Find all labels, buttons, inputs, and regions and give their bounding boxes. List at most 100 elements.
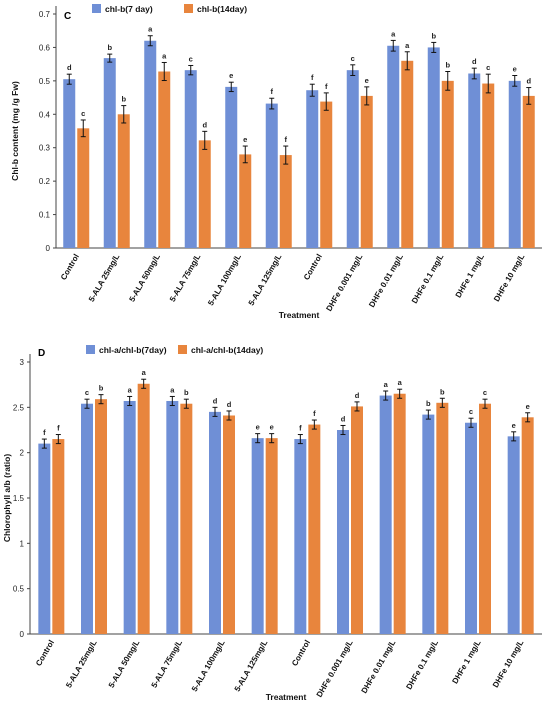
chart-panel-d: 0 0.5 1 1.5 2 2.5 3 Chlorophyll a/b (ratio) D chl… [2, 345, 542, 702]
y-tick-label: 0.1 [39, 211, 51, 220]
significance-letter: c [81, 109, 85, 118]
significance-letter: b [184, 388, 189, 397]
x-tick-label: 5-ALA 75mg/L [150, 638, 185, 689]
significance-letter: f [311, 73, 314, 82]
significance-letter: d [355, 391, 360, 400]
bar [441, 80, 454, 248]
bar [427, 47, 440, 248]
significance-letter: f [57, 424, 60, 433]
bar [465, 422, 477, 634]
significance-letter: e [513, 65, 517, 74]
y-tick-label: 1 [20, 539, 25, 548]
significance-letter: d [341, 414, 346, 423]
bar [52, 439, 65, 634]
legend-swatch [184, 4, 193, 13]
significance-letter: b [107, 43, 112, 52]
bar [103, 58, 116, 248]
bar [225, 86, 238, 248]
significance-letter: b [121, 95, 126, 104]
x-tick-label: DHFe 0.01 mg/L [367, 252, 405, 309]
significance-letter: a [128, 385, 133, 394]
significance-letter: a [398, 378, 403, 387]
legend-label: chl-b(7 day) [105, 4, 153, 14]
panel-letter: C [64, 11, 71, 22]
legend-label: chl-a/chl-b(14day) [191, 345, 263, 355]
x-tick-label: DHFe 10 mg/L [491, 638, 526, 689]
significance-letter: b [440, 387, 445, 396]
y-tick-label: 2.5 [13, 403, 25, 412]
bar [81, 403, 93, 634]
bar [393, 393, 406, 634]
legend-swatch [86, 345, 95, 354]
bar [158, 71, 171, 248]
bar [77, 128, 90, 248]
x-tick-label: DHFe 0.01 mg/L [360, 638, 398, 695]
y-tick-label: 2 [20, 449, 25, 458]
significance-letter: d [213, 396, 218, 405]
bar [522, 95, 535, 249]
x-tick-label: 5-ALA 125mg/L [247, 252, 284, 307]
x-tick-label: 5-ALA 75mg/L [168, 252, 203, 303]
x-tick-label: Control [302, 253, 324, 282]
x-tick-label: DHFe 10 mg/L [492, 252, 527, 303]
significance-letter: d [227, 400, 232, 409]
significance-letter: a [142, 368, 147, 377]
bar [198, 140, 211, 248]
bar [337, 430, 349, 634]
bar [422, 414, 435, 634]
bar [265, 103, 278, 249]
y-tick-label: 1.5 [13, 494, 25, 503]
x-tick-label: DHFe 0.001 mg/L [315, 638, 355, 698]
y-tick-label: 0 [46, 244, 51, 253]
significance-letter: a [405, 41, 410, 50]
significance-letter: f [299, 424, 302, 433]
significance-letter: c [351, 54, 355, 63]
significance-letter: b [431, 31, 436, 40]
x-tick-label: 5-ALA 50mg/L [107, 638, 142, 689]
x-tick-label: 5-ALA 125mg/L [233, 638, 270, 693]
significance-letter: b [445, 60, 450, 69]
significance-letter: c [469, 407, 473, 416]
y-tick-label: 3 [20, 358, 25, 367]
bar [468, 73, 481, 248]
x-tick-label: DHFe 1 mg/L [454, 252, 486, 299]
bar [95, 399, 107, 634]
significance-letter: f [313, 409, 316, 418]
x-tick-label: DHFe 1 mg/L [450, 638, 482, 685]
bar [279, 155, 292, 248]
significance-letter: f [43, 428, 46, 437]
bar [63, 79, 76, 248]
bar [387, 45, 400, 248]
bar [436, 402, 449, 634]
bar [184, 70, 197, 248]
bar [482, 83, 495, 248]
bar [117, 114, 130, 249]
significance-letter: e [512, 421, 516, 430]
x-tick-label: Control [290, 639, 312, 668]
significance-letter: e [270, 423, 274, 432]
significance-letter: e [526, 402, 530, 411]
panel-letter: D [38, 348, 45, 359]
x-axis-label: Treatment [266, 692, 307, 702]
x-tick-label: 5-ALA 50mg/L [127, 252, 162, 303]
x-tick-label: 5-ALA 25mg/L [87, 252, 122, 303]
bar [308, 424, 321, 634]
x-tick-label: 5-ALA 25mg/L [64, 638, 99, 689]
bar [507, 436, 520, 634]
bar [251, 438, 264, 634]
bar [306, 90, 319, 249]
significance-letter: e [256, 423, 260, 432]
bar [123, 400, 136, 634]
significance-letter: d [526, 77, 531, 86]
significance-letter: e [229, 71, 233, 80]
x-tick-label: Control [59, 253, 81, 282]
chart-panel-c: 0 0.1 0.2 0.3 0.4 0.5 0.6 0.7 Chl-b content (mg … [10, 4, 542, 320]
significance-letter: c [85, 388, 89, 397]
y-tick-label: 0.5 [39, 77, 51, 86]
significance-letter: d [67, 63, 72, 72]
significance-letter: a [170, 385, 175, 394]
y-tick-label: 0.6 [39, 43, 51, 52]
significance-letter: c [483, 388, 487, 397]
significance-letter: b [99, 384, 104, 393]
significance-letter: b [426, 399, 431, 408]
